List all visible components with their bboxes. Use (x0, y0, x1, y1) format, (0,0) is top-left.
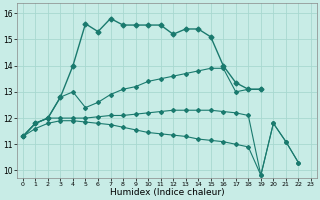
X-axis label: Humidex (Indice chaleur): Humidex (Indice chaleur) (109, 188, 224, 197)
